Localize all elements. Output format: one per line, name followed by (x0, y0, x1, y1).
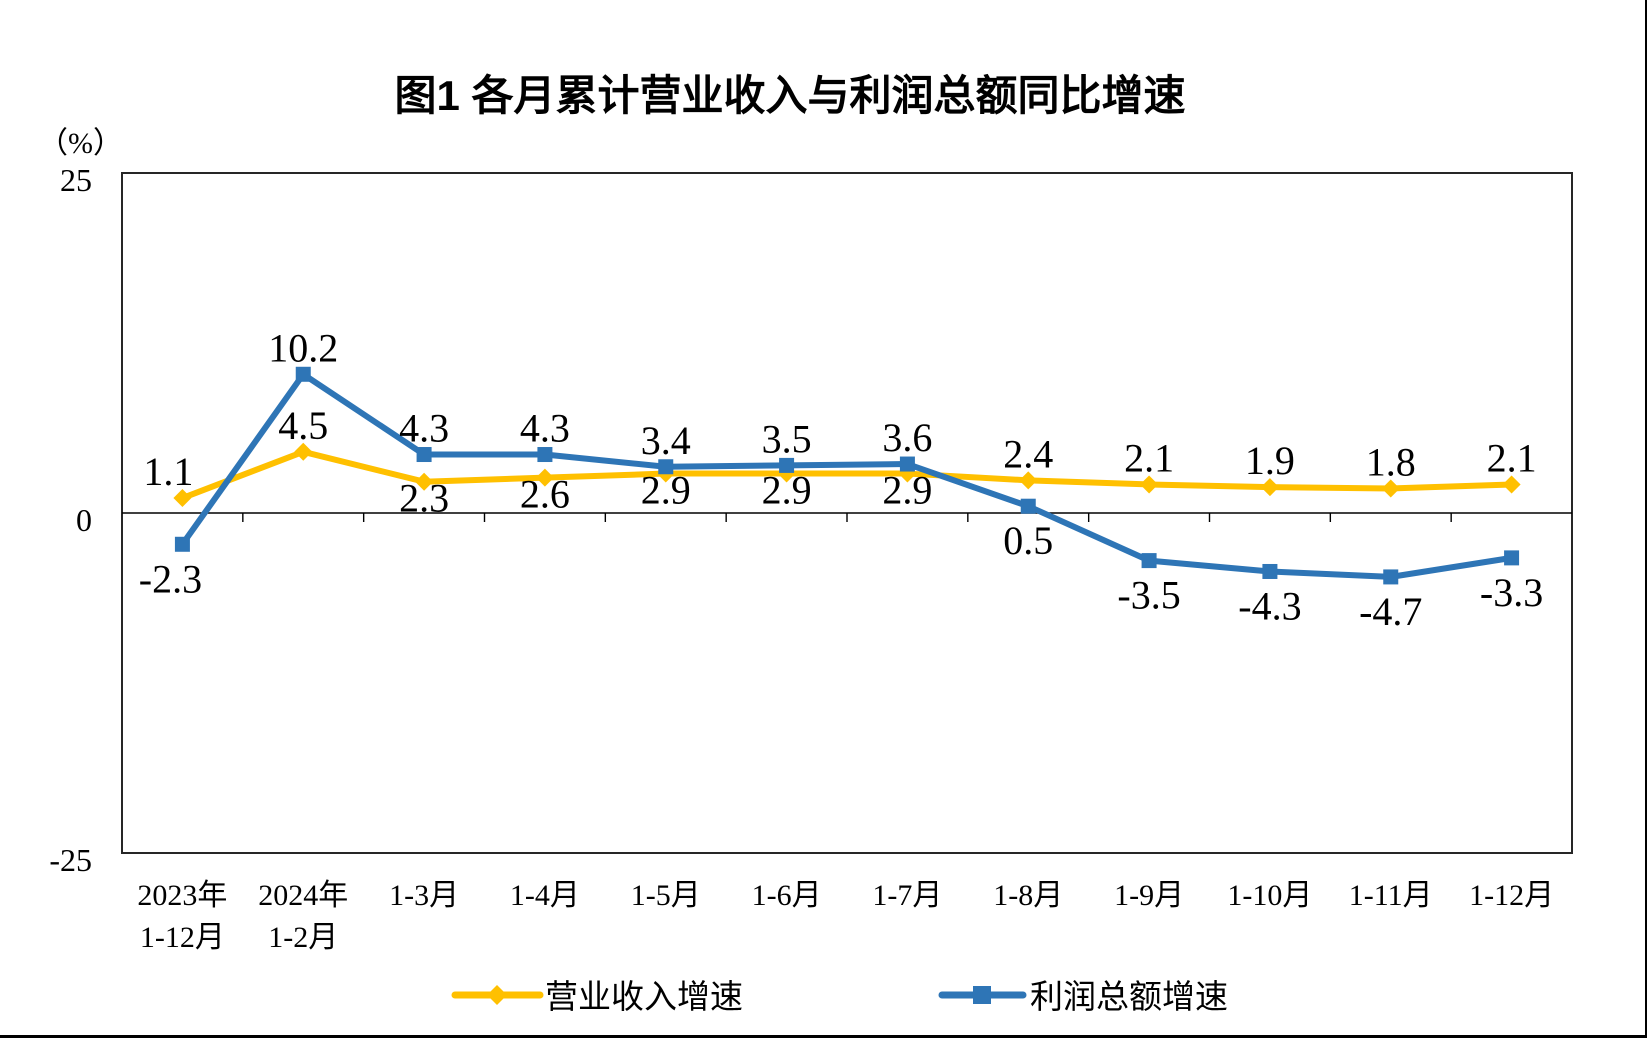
profit-marker (416, 447, 432, 463)
x-axis-label: 2023年 (137, 879, 227, 912)
revenue-marker (294, 442, 313, 461)
revenue-data-label: 4.5 (278, 403, 328, 448)
revenue-data-label: 1.9 (1245, 438, 1295, 483)
revenue-data-label: 2.9 (641, 468, 691, 513)
profit-marker (1141, 553, 1157, 569)
revenue-marker (1019, 471, 1038, 490)
x-axis-label: 1-11月 (1349, 879, 1433, 912)
y-axis-unit-label: （%） (38, 127, 123, 160)
profit-marker (174, 536, 190, 552)
revenue-data-label: 1.8 (1366, 440, 1416, 485)
x-axis-label: 1-9月 (1114, 879, 1184, 912)
profit-data-label: 3.6 (882, 415, 932, 460)
revenue-data-label: 2.1 (1487, 435, 1537, 480)
profit-data-label: 3.5 (762, 416, 812, 461)
revenue-marker (173, 489, 192, 508)
revenue-data-label: 2.4 (1003, 431, 1053, 476)
profit-data-label: -4.3 (1238, 583, 1301, 628)
y-tick-label: 25 (60, 162, 92, 198)
x-axis-label: 2024年 (258, 879, 348, 912)
revenue-marker (1381, 479, 1400, 498)
x-axis-label: 1-10月 (1227, 879, 1312, 912)
x-axis-sublabel: 1-2月 (268, 921, 338, 954)
revenue-marker (1260, 478, 1279, 497)
x-axis-label: 1-6月 (752, 879, 822, 912)
profit-marker (899, 456, 915, 472)
x-axis-sublabel: 1-12月 (140, 921, 225, 954)
legend-profit-label: 利润总额增速 (1030, 979, 1228, 1016)
profit-data-label: 4.3 (520, 406, 570, 451)
y-tick-label: -25 (49, 842, 92, 878)
revenue-data-label: 2.6 (520, 472, 570, 517)
x-axis-label: 1-7月 (872, 879, 942, 912)
x-axis-label: 1-4月 (510, 879, 580, 912)
profit-data-label: 3.4 (641, 418, 691, 463)
legend-profit-marker (973, 986, 991, 1004)
profit-data-label: -2.3 (139, 556, 202, 601)
profit-data-label: -3.3 (1480, 570, 1543, 615)
revenue-data-label: 2.3 (399, 476, 449, 521)
profit-data-label: -3.5 (1117, 573, 1180, 618)
profit-data-label: 4.3 (399, 406, 449, 451)
legend-revenue-marker (487, 985, 507, 1005)
series-line-profit (179, 371, 1515, 580)
revenue-marker (1140, 475, 1159, 494)
chart-title: 图1 各月累计营业收入与利润总额同比增速 (394, 72, 1186, 119)
x-axis-label: 1-12月 (1469, 879, 1554, 912)
x-axis-label: 1-5月 (631, 879, 701, 912)
profit-data-label: 0.5 (1003, 518, 1053, 563)
profit-marker (1262, 563, 1278, 579)
profit-marker (1383, 569, 1399, 585)
revenue-data-label: 1.1 (143, 449, 193, 494)
series-line-revenue (179, 448, 1515, 502)
x-axis-label: 1-8月 (993, 879, 1063, 912)
x-axis-label: 1-3月 (389, 879, 459, 912)
revenue-data-label: 2.9 (762, 468, 812, 513)
y-tick-label: 0 (76, 502, 92, 538)
profit-data-label: 10.2 (268, 325, 338, 370)
profit-marker (295, 366, 311, 382)
profit-marker (537, 447, 553, 463)
profit-data-label: -4.7 (1359, 589, 1422, 634)
revenue-data-label: 2.1 (1124, 435, 1174, 480)
revenue-marker (535, 468, 554, 487)
revenue-data-label: 2.9 (882, 468, 932, 513)
profit-marker (1020, 498, 1036, 514)
revenue-marker (1502, 475, 1521, 494)
profit-marker (1504, 550, 1520, 566)
legend-revenue-label: 营业收入增速 (545, 979, 743, 1016)
profit-marker (779, 457, 795, 473)
profit-marker (658, 459, 674, 475)
revenue-marker (415, 472, 434, 491)
